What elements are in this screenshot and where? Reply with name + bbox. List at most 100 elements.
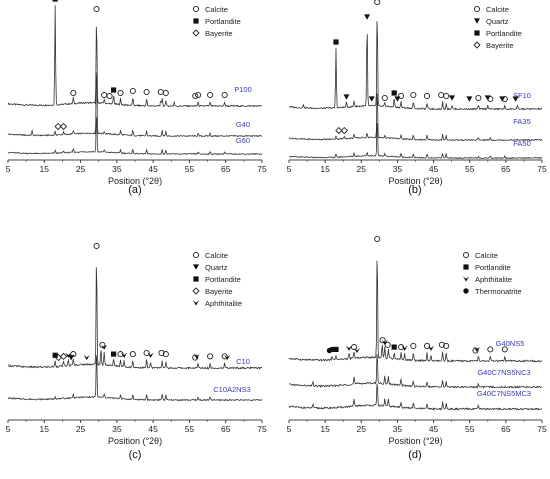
- panel-label: (c): [129, 449, 142, 461]
- legend-item-label: Calcite: [486, 5, 509, 14]
- series-line-C10A2NS3: [7, 355, 263, 402]
- series-label: G40: [236, 120, 250, 129]
- x-tick-label: 15: [40, 424, 50, 434]
- x-tick-label: 15: [320, 164, 330, 174]
- legend-item-label: Portlandite: [486, 29, 522, 38]
- peak-marker-diamond: [59, 352, 68, 361]
- peak-marker-circle: [221, 91, 228, 99]
- peak-marker-triangle-down: [368, 96, 375, 102]
- peak-marker-chevron: [224, 354, 231, 361]
- x-axis-title: Position (°2θ): [108, 176, 162, 186]
- peak-marker-circle: [384, 341, 391, 348]
- peak-marker-circle: [158, 349, 165, 357]
- x-tick-label: 75: [257, 164, 267, 174]
- peak-marker-circle: [410, 91, 417, 99]
- peak-marker-chevron: [65, 352, 72, 358]
- legend-item-label: Quartz: [205, 263, 228, 272]
- peak-marker-circle: [143, 88, 150, 96]
- legend-symbol-triangle-down: [193, 264, 199, 270]
- peak-marker-circle: [129, 351, 136, 358]
- peak-marker-circle: [192, 92, 199, 100]
- peak-marker-circle: [438, 341, 445, 348]
- peak-marker-circle: [93, 242, 100, 250]
- peak-marker-chevron: [473, 346, 480, 352]
- x-tick-label: 35: [393, 424, 403, 434]
- x-tick-label: 25: [76, 424, 86, 434]
- peak-marker-chevron: [193, 353, 200, 359]
- peak-marker-circle: [192, 354, 199, 361]
- legend-symbol-diamond: [192, 29, 200, 37]
- peak-marker-chevron: [101, 344, 108, 350]
- peak-marker-circle: [379, 337, 386, 344]
- legend-symbol-circle: [192, 5, 200, 13]
- peak-marker-circle: [162, 89, 169, 97]
- legend-symbol-square: [463, 264, 469, 270]
- peak-marker-circle: [221, 353, 228, 360]
- peak-marker-circle: [487, 95, 494, 103]
- x-tick-label: 45: [429, 164, 439, 174]
- series-label: P100: [234, 85, 252, 94]
- peak-marker-circle: [501, 95, 508, 103]
- x-tick-label: 35: [393, 164, 403, 174]
- x-tick-label: 55: [465, 424, 475, 434]
- series-line-FA35: [288, 93, 543, 142]
- peak-marker-circle: [162, 351, 169, 358]
- series-label: SF10: [513, 91, 531, 100]
- peak-marker-chevron: [381, 339, 388, 346]
- x-tick-label: 35: [112, 164, 122, 174]
- peak-marker-circle: [70, 351, 77, 358]
- peak-marker-circle: [443, 342, 450, 350]
- series-label: C10A2NS3: [213, 385, 251, 394]
- peak-marker-circle: [501, 346, 508, 353]
- panel-label: (a): [128, 184, 141, 196]
- panel-d: 5 15 25 35 45 55 65 75 Position (°2θ) (d) G40NS5 G4…: [287, 235, 547, 461]
- legend-symbol-square: [474, 30, 480, 36]
- x-tick-label: 5: [287, 424, 292, 434]
- peak-marker-circle: [443, 92, 450, 100]
- peak-marker-square: [52, 0, 58, 2]
- peak-marker-circle: [207, 91, 214, 99]
- x-tick-label: 15: [40, 164, 50, 174]
- peak-marker-chevron: [401, 345, 408, 351]
- legend-item-label: Portlandite: [205, 275, 241, 284]
- legend-symbol-square: [193, 18, 199, 24]
- series-label: G60: [236, 136, 250, 145]
- series-label: G40C7NS5NC3: [477, 368, 530, 377]
- peak-marker-diamond: [54, 122, 62, 131]
- peak-marker-square: [110, 351, 117, 357]
- x-axis-title: Position (°2θ): [388, 436, 442, 446]
- peak-marker-chevron: [353, 347, 360, 354]
- peak-marker-square: [333, 39, 339, 45]
- series-line-G40: [7, 72, 263, 138]
- peak-marker-circle: [487, 346, 494, 353]
- peak-marker-square: [391, 90, 397, 96]
- x-tick-label: 55: [185, 164, 195, 174]
- legend-item-label: Portlandite: [475, 263, 511, 272]
- legend-symbol-circle: [192, 251, 200, 259]
- x-tick-label: 5: [6, 164, 11, 174]
- x-tick-label: 15: [320, 424, 330, 434]
- series-line-G40C7NS5MC3: [288, 383, 543, 411]
- peak-marker-circle: [106, 92, 113, 100]
- peak-marker-circle: [475, 94, 482, 102]
- x-tick-label: 75: [537, 164, 547, 174]
- series-label: G40C7NS5MC3: [477, 389, 531, 398]
- panel-a: 5 15 25 35 45 55 65 75 Position (°2θ)(a) P100 G40 G…: [6, 0, 267, 196]
- series-line-FA50: [288, 123, 543, 160]
- series-label: C10: [236, 357, 250, 366]
- x-tick-label: 45: [148, 424, 158, 434]
- x-tick-label: 75: [537, 424, 547, 434]
- peak-marker-circle: [157, 88, 164, 96]
- x-axis-title: Position (°2θ): [388, 176, 442, 186]
- peak-marker-diamond: [340, 126, 348, 135]
- panel-c: 5 15 25 35 45 55 65 75 Position (°2θ) (c) C10 C10A2…: [6, 242, 267, 461]
- series-line-P100: [7, 5, 263, 108]
- legend-symbol-chevron: [463, 276, 469, 282]
- series-line-SF10: [288, 21, 543, 111]
- panel-label: (b): [408, 184, 421, 196]
- peak-marker-chevron: [428, 345, 435, 351]
- x-tick-label: 65: [221, 424, 231, 434]
- peak-marker-circle: [397, 92, 405, 100]
- x-tick-label: 65: [501, 164, 511, 174]
